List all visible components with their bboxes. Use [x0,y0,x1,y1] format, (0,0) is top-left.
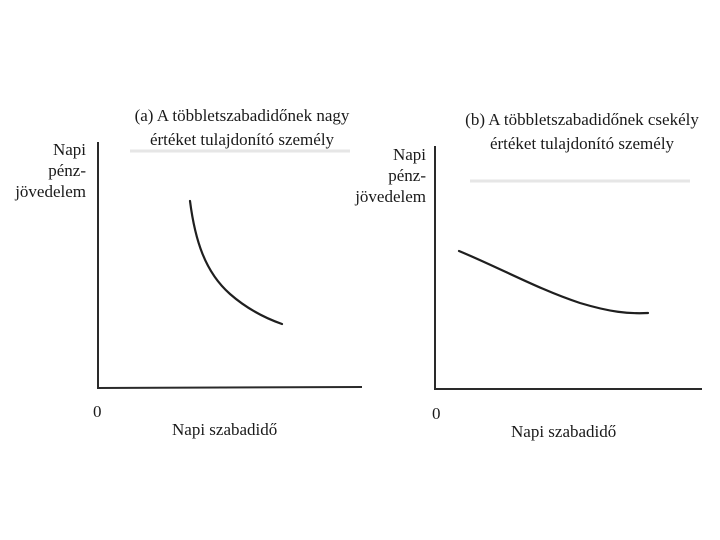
panel-a-title: (a) A többletszabadidőnek nagy értéket t… [112,104,372,152]
panel-b-origin: 0 [432,404,441,423]
panel-a-x-axis [96,386,363,389]
panel-a-title-line1: (a) A többletszabadidőnek nagy [134,106,350,125]
panel-b-y-label-line1: Napi [392,145,426,164]
panel-a-x-label: Napi szabadidő [172,420,278,439]
panel-b-title-line2: értéket tulajdonító személy [489,134,675,153]
panel-b-y-label: Napi pénz- jövedelem [330,144,426,207]
panel-a-title-line2: értéket tulajdonító személy [149,130,335,149]
panel-b-curve [457,249,650,315]
panel-b-title-line1: (b) A többletszabadidőnek csekély [465,110,699,129]
panel-b-title: (b) A többletszabadidőnek csekély értéke… [444,108,720,156]
panel-a-origin: 0 [93,402,102,421]
panel-a-y-label-line2: pénz- [48,161,86,180]
panel-b-x-label: Napi szabadidő [511,422,617,441]
panel-a-y-label: Napi pénz- jövedelem [0,139,86,202]
panel-b-y-label-line2: pénz- [388,166,426,185]
panel-a-curve [188,199,284,326]
panel-a-y-label-line1: Napi [52,140,86,159]
panel-b-y-label-line3: jövedelem [355,187,426,206]
panel-a-y-label-line3: jövedelem [15,182,86,201]
